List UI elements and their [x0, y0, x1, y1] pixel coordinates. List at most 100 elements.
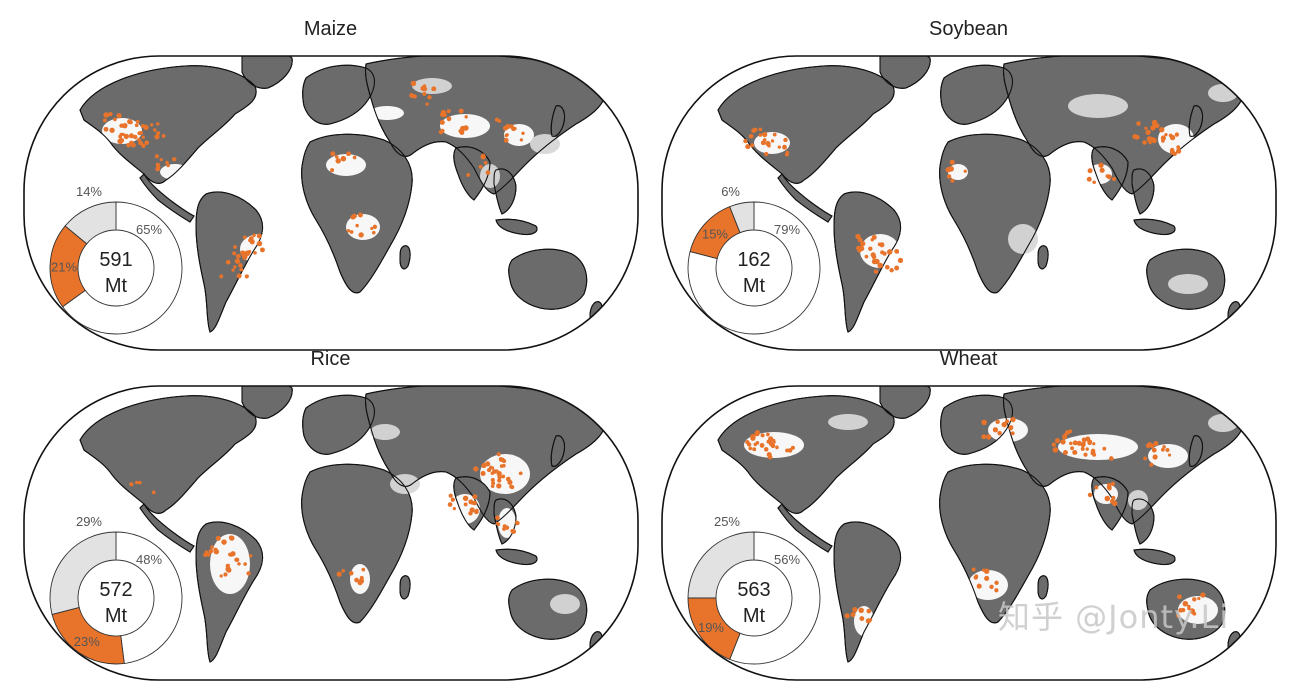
border-australia — [508, 578, 588, 640]
border-northAmerica — [717, 395, 895, 514]
border-japan — [1188, 435, 1204, 467]
production-hotspot — [496, 483, 502, 489]
production-hotspot — [518, 471, 523, 476]
production-hotspot — [138, 140, 143, 146]
border-indonesia — [495, 548, 538, 566]
production-hotspot — [425, 102, 429, 106]
production-hotspot — [894, 248, 899, 254]
production-hotspot — [1072, 440, 1078, 446]
border-southAmerica — [833, 191, 902, 333]
donut-segment — [64, 201, 117, 245]
production-hotspot — [458, 108, 464, 114]
production-hotspot — [1109, 456, 1114, 461]
production-hotspot — [490, 484, 495, 489]
production-hotspot — [357, 212, 363, 218]
production-hotspot — [1149, 462, 1154, 467]
production-hotspot — [758, 133, 763, 137]
production-hotspot — [503, 125, 509, 131]
production-hotspot — [141, 135, 145, 139]
donut-total-unit: Mt — [105, 275, 128, 297]
production-hotspot — [763, 447, 769, 452]
production-hotspot — [1112, 500, 1118, 507]
production-hotspot — [1072, 449, 1078, 455]
production-hotspot — [149, 123, 154, 127]
harvested-area-patch — [210, 534, 250, 594]
production-hotspot — [1088, 439, 1093, 444]
border-indochina — [1131, 498, 1155, 545]
production-hotspot — [897, 257, 904, 264]
production-hotspot — [483, 160, 488, 165]
production-hotspot — [997, 430, 1002, 436]
production-hotspot — [777, 145, 781, 149]
donut-segment-label: 14% — [76, 184, 102, 199]
donut-segment-label: 25% — [714, 514, 740, 529]
production-hotspot — [1162, 445, 1166, 449]
production-hotspot — [225, 563, 230, 568]
production-hotspot — [336, 571, 342, 577]
border-northAmerica — [79, 395, 257, 514]
production-hotspot — [1174, 132, 1180, 137]
production-hotspot — [976, 583, 982, 589]
production-hotspot — [427, 95, 432, 100]
production-hotspot — [499, 464, 504, 468]
production-hotspot — [135, 480, 139, 485]
production-hotspot — [248, 554, 253, 558]
production-hotspot — [431, 86, 437, 92]
production-hotspot — [886, 249, 893, 255]
production-hotspot — [246, 571, 251, 576]
production-hotspot — [409, 92, 415, 98]
production-hotspot — [340, 155, 347, 162]
border-japan — [550, 435, 566, 467]
production-hotspot — [495, 515, 500, 521]
production-hotspot — [154, 154, 159, 159]
production-hotspot — [497, 474, 502, 480]
production-hotspot — [478, 164, 483, 169]
panel-soybean: Soybean 79% 15% 6% 162 Mt — [648, 14, 1289, 364]
production-donut: 56% 19% 25% 563 Mt — [687, 514, 821, 665]
production-hotspot — [752, 127, 758, 133]
production-hotspot — [1098, 162, 1104, 168]
production-hotspot — [1111, 495, 1116, 500]
production-hotspot — [521, 131, 525, 136]
donut-segment — [729, 201, 755, 234]
production-hotspot — [760, 433, 765, 438]
production-hotspot — [446, 109, 451, 114]
production-hotspot — [501, 474, 506, 479]
production-hotspot — [253, 251, 257, 255]
border-africa — [939, 133, 1051, 294]
border-northAmerica — [717, 65, 895, 184]
border-indonesia — [495, 218, 538, 236]
world-map: 79% 15% 6% 162 Mt — [661, 55, 1277, 351]
border-indochina — [493, 498, 517, 545]
production-hotspot — [864, 254, 869, 259]
production-hotspot — [1178, 608, 1183, 613]
production-hotspot — [133, 134, 138, 140]
production-hotspot — [1176, 613, 1181, 618]
production-hotspot — [1102, 446, 1107, 451]
production-hotspot — [755, 429, 760, 435]
production-hotspot — [232, 251, 237, 256]
production-hotspot — [372, 224, 378, 229]
production-hotspot — [510, 529, 516, 535]
donut-total-value: 563 — [737, 579, 770, 601]
production-hotspot — [225, 259, 231, 265]
production-hotspot — [510, 485, 515, 490]
border-centralAmerica — [777, 173, 833, 223]
harvested-area-patch — [370, 106, 404, 120]
production-hotspot — [165, 160, 169, 165]
land-layer — [79, 56, 607, 333]
production-hotspot — [490, 466, 495, 470]
production-hotspot — [259, 247, 265, 253]
production-hotspot — [466, 172, 471, 177]
border-centralAmerica — [139, 173, 195, 223]
production-hotspot — [128, 140, 134, 146]
production-hotspot — [496, 452, 501, 457]
production-hotspot — [1083, 452, 1088, 457]
production-hotspot — [240, 250, 246, 256]
production-hotspot — [784, 152, 790, 157]
production-hotspot — [243, 562, 248, 566]
production-hotspot — [855, 233, 861, 240]
production-hotspot — [122, 123, 128, 129]
world-map: 56% 19% 25% 563 Mt — [661, 385, 1277, 681]
production-hotspot — [1192, 597, 1197, 602]
